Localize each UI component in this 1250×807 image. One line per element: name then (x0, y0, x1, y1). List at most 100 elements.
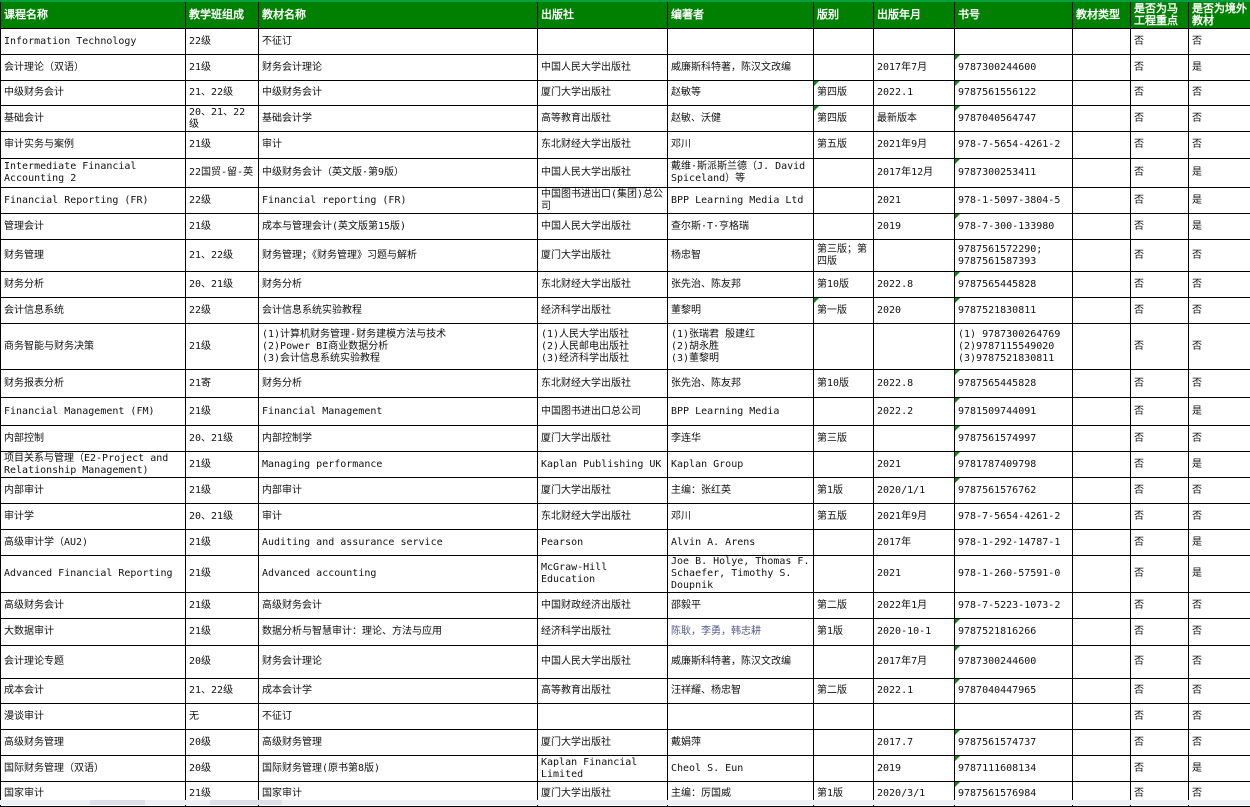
cell-edition[interactable]: 第10版 (814, 370, 874, 398)
cell-course-name[interactable]: 会计信息系统 (1, 298, 186, 324)
column-header-edition[interactable]: 版别 (814, 1, 874, 29)
cell-textbook-type[interactable] (1073, 452, 1131, 478)
cell-textbook-name[interactable]: 财务分析 (259, 370, 538, 398)
cell-textbook-type[interactable] (1073, 81, 1131, 106)
cell-edition[interactable] (814, 730, 874, 756)
cell-course-name[interactable]: 高级审计学（AU2) (1, 530, 186, 556)
cell-class-group[interactable]: 22级 (186, 29, 259, 55)
cell-course-name[interactable]: 审计学 (1, 504, 186, 530)
cell-author[interactable]: 主编：张红英 (668, 478, 814, 504)
cell-is-mgc-key[interactable]: 否 (1131, 504, 1189, 530)
cell-textbook-name[interactable]: 财务会计理论 (259, 646, 538, 679)
cell-edition[interactable] (814, 188, 874, 214)
cell-author[interactable]: 李连华 (668, 426, 814, 452)
cell-textbook-type[interactable] (1073, 398, 1131, 426)
cell-textbook-name[interactable]: 数据分析与智慧审计：理论、方法与应用 (259, 619, 538, 646)
cell-textbook-name[interactable]: 内部控制学 (259, 426, 538, 452)
cell-pub-date[interactable]: 2017年 (874, 530, 955, 556)
cell-isbn[interactable]: 9787561574737 (955, 730, 1073, 756)
cell-author[interactable]: 汪祥耀、杨忠智 (668, 679, 814, 704)
cell-author[interactable]: 邵毅平 (668, 593, 814, 619)
cell-pub-date[interactable]: 2021 (874, 188, 955, 214)
cell-isbn[interactable]: (1) 9787300264769 (2)9787115549020 (3)97… (955, 324, 1073, 370)
cell-is-mgc-key[interactable]: 否 (1131, 214, 1189, 240)
cell-class-group[interactable]: 21级 (186, 478, 259, 504)
cell-isbn[interactable]: 9787561576762 (955, 478, 1073, 504)
cell-isbn[interactable]: 9781509744091 (955, 398, 1073, 426)
cell-pub-date[interactable]: 2022.1 (874, 679, 955, 704)
cell-class-group[interactable]: 21级 (186, 593, 259, 619)
cell-class-group[interactable]: 21级 (186, 214, 259, 240)
cell-author[interactable]: 邓川 (668, 132, 814, 159)
cell-textbook-name[interactable]: 不征订 (259, 29, 538, 55)
cell-textbook-type[interactable] (1073, 324, 1131, 370)
cell-author[interactable]: Cheol S. Eun (668, 756, 814, 782)
cell-is-foreign[interactable]: 否 (1189, 81, 1250, 106)
cell-course-name[interactable]: 财务管理 (1, 240, 186, 272)
cell-edition[interactable] (814, 398, 874, 426)
cell-is-mgc-key[interactable]: 否 (1131, 426, 1189, 452)
cell-textbook-name[interactable]: 会计信息系统实验教程 (259, 298, 538, 324)
cell-isbn[interactable]: 978-1-260-57591-0 (955, 556, 1073, 593)
cell-publisher[interactable]: 厦门大学出版社 (538, 426, 668, 452)
column-header-textbook-name[interactable]: 教材名称 (259, 1, 538, 29)
cell-class-group[interactable]: 20、21级 (186, 504, 259, 530)
cell-publisher[interactable]: 经济科学出版社 (538, 619, 668, 646)
cell-course-name[interactable]: Financial Reporting (FR) (1, 188, 186, 214)
cell-textbook-type[interactable] (1073, 298, 1131, 324)
cell-edition[interactable] (814, 214, 874, 240)
cell-is-mgc-key[interactable]: 否 (1131, 530, 1189, 556)
cell-textbook-type[interactable] (1073, 272, 1131, 298)
cell-edition[interactable]: 第四版 (814, 106, 874, 132)
cell-isbn[interactable]: 978-7-5223-1073-2 (955, 593, 1073, 619)
cell-edition[interactable]: 第四版 (814, 81, 874, 106)
cell-isbn[interactable]: 9787300253411 (955, 159, 1073, 188)
cell-class-group[interactable]: 21、22级 (186, 81, 259, 106)
cell-textbook-name[interactable]: 基础会计学 (259, 106, 538, 132)
cell-publisher[interactable]: McGraw-Hill Education (538, 556, 668, 593)
cell-course-name[interactable]: 内部控制 (1, 426, 186, 452)
cell-class-group[interactable]: 20、21级 (186, 426, 259, 452)
cell-course-name[interactable]: 内部审计 (1, 478, 186, 504)
cell-publisher[interactable]: 中国图书进出口(集团)总公司 (538, 188, 668, 214)
cell-class-group[interactable]: 21、22级 (186, 679, 259, 704)
cell-edition[interactable] (814, 55, 874, 81)
cell-publisher[interactable]: 厦门大学出版社 (538, 730, 668, 756)
cell-textbook-type[interactable] (1073, 756, 1131, 782)
cell-is-foreign[interactable]: 否 (1189, 298, 1250, 324)
cell-is-foreign[interactable]: 是 (1189, 452, 1250, 478)
cell-is-mgc-key[interactable]: 否 (1131, 324, 1189, 370)
cell-is-mgc-key[interactable]: 否 (1131, 188, 1189, 214)
cell-publisher[interactable]: Kaplan Financial Limited (538, 756, 668, 782)
cell-publisher[interactable]: 中国财政经济出版社 (538, 593, 668, 619)
cell-course-name[interactable]: Financial Management (FM) (1, 398, 186, 426)
cell-is-foreign[interactable]: 否 (1189, 679, 1250, 704)
cell-textbook-type[interactable] (1073, 214, 1131, 240)
cell-edition[interactable]: 第三版；第四版 (814, 240, 874, 272)
cell-class-group[interactable]: 21级 (186, 619, 259, 646)
cell-course-name[interactable]: 漫谈审计 (1, 704, 186, 730)
cell-pub-date[interactable]: 2020/1/1 (874, 478, 955, 504)
cell-author[interactable]: 赵敏等 (668, 81, 814, 106)
cell-author[interactable]: Joe B. Holye, Thomas F. Schaefer, Timoth… (668, 556, 814, 593)
cell-textbook-name[interactable]: 内部审计 (259, 478, 538, 504)
cell-pub-date[interactable] (874, 324, 955, 370)
horizontal-scrollbar[interactable] (0, 800, 1250, 805)
cell-author[interactable]: (1)张瑞君 殷建红 (2)胡永胜 (3)董黎明 (668, 324, 814, 370)
cell-is-mgc-key[interactable]: 否 (1131, 370, 1189, 398)
cell-is-foreign[interactable]: 否 (1189, 132, 1250, 159)
cell-course-name[interactable]: 国际财务管理（双语） (1, 756, 186, 782)
cell-class-group[interactable]: 20级 (186, 730, 259, 756)
cell-class-group[interactable]: 21寄 (186, 370, 259, 398)
cell-class-group[interactable]: 21级 (186, 132, 259, 159)
cell-class-group[interactable]: 20级 (186, 646, 259, 679)
cell-is-mgc-key[interactable]: 否 (1131, 298, 1189, 324)
cell-edition[interactable]: 第10版 (814, 272, 874, 298)
cell-isbn[interactable]: 9787565445828 (955, 370, 1073, 398)
cell-textbook-name[interactable]: 成本与管理会计(英文版第15版) (259, 214, 538, 240)
cell-course-name[interactable]: 会计理论（双语） (1, 55, 186, 81)
cell-pub-date[interactable]: 2017年12月 (874, 159, 955, 188)
cell-author[interactable]: 戴娟萍 (668, 730, 814, 756)
cell-pub-date[interactable]: 最新版本 (874, 106, 955, 132)
cell-edition[interactable] (814, 646, 874, 679)
